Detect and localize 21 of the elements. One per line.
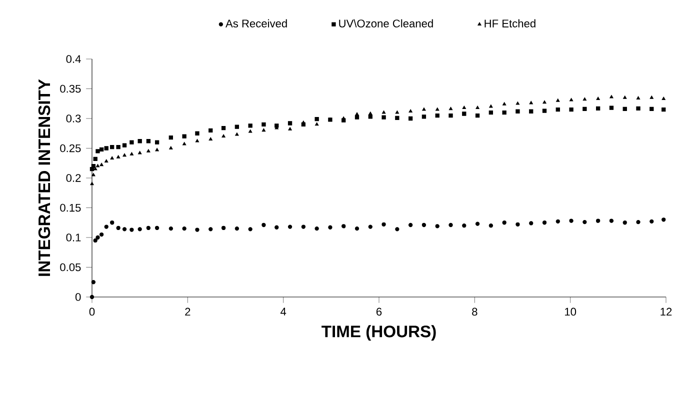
x-tick-label: 6: [376, 308, 382, 316]
legend-label: As Received: [226, 19, 287, 28]
y-tick-label: 0.1: [66, 234, 81, 242]
y-tick-label: 0.4: [66, 55, 81, 63]
x-tick-label: 10: [565, 308, 576, 316]
x-tick-label: 4: [280, 308, 286, 316]
legend-label: HF Etched: [484, 19, 536, 28]
y-axis-title: INTEGRATED INTENSITY: [38, 79, 50, 276]
x-axis-title: TIME (HOURS): [322, 325, 436, 341]
legend-label: UV\Ozone Cleaned: [339, 19, 433, 28]
x-tick-label: 12: [660, 308, 672, 316]
y-tick-label: 0.35: [60, 84, 81, 93]
x-tick-label: 8: [472, 308, 478, 316]
y-tick-label: 0: [75, 293, 81, 301]
y-tick-label: 0.25: [60, 144, 81, 152]
x-tick-label: 0: [89, 308, 95, 316]
x-tick-label: 2: [185, 308, 190, 316]
y-tick-label: 0.05: [60, 263, 81, 272]
y-tick-label: 0.15: [60, 204, 81, 212]
y-tick-label: 0.3: [66, 114, 81, 122]
y-tick-label: 0.2: [66, 174, 81, 182]
